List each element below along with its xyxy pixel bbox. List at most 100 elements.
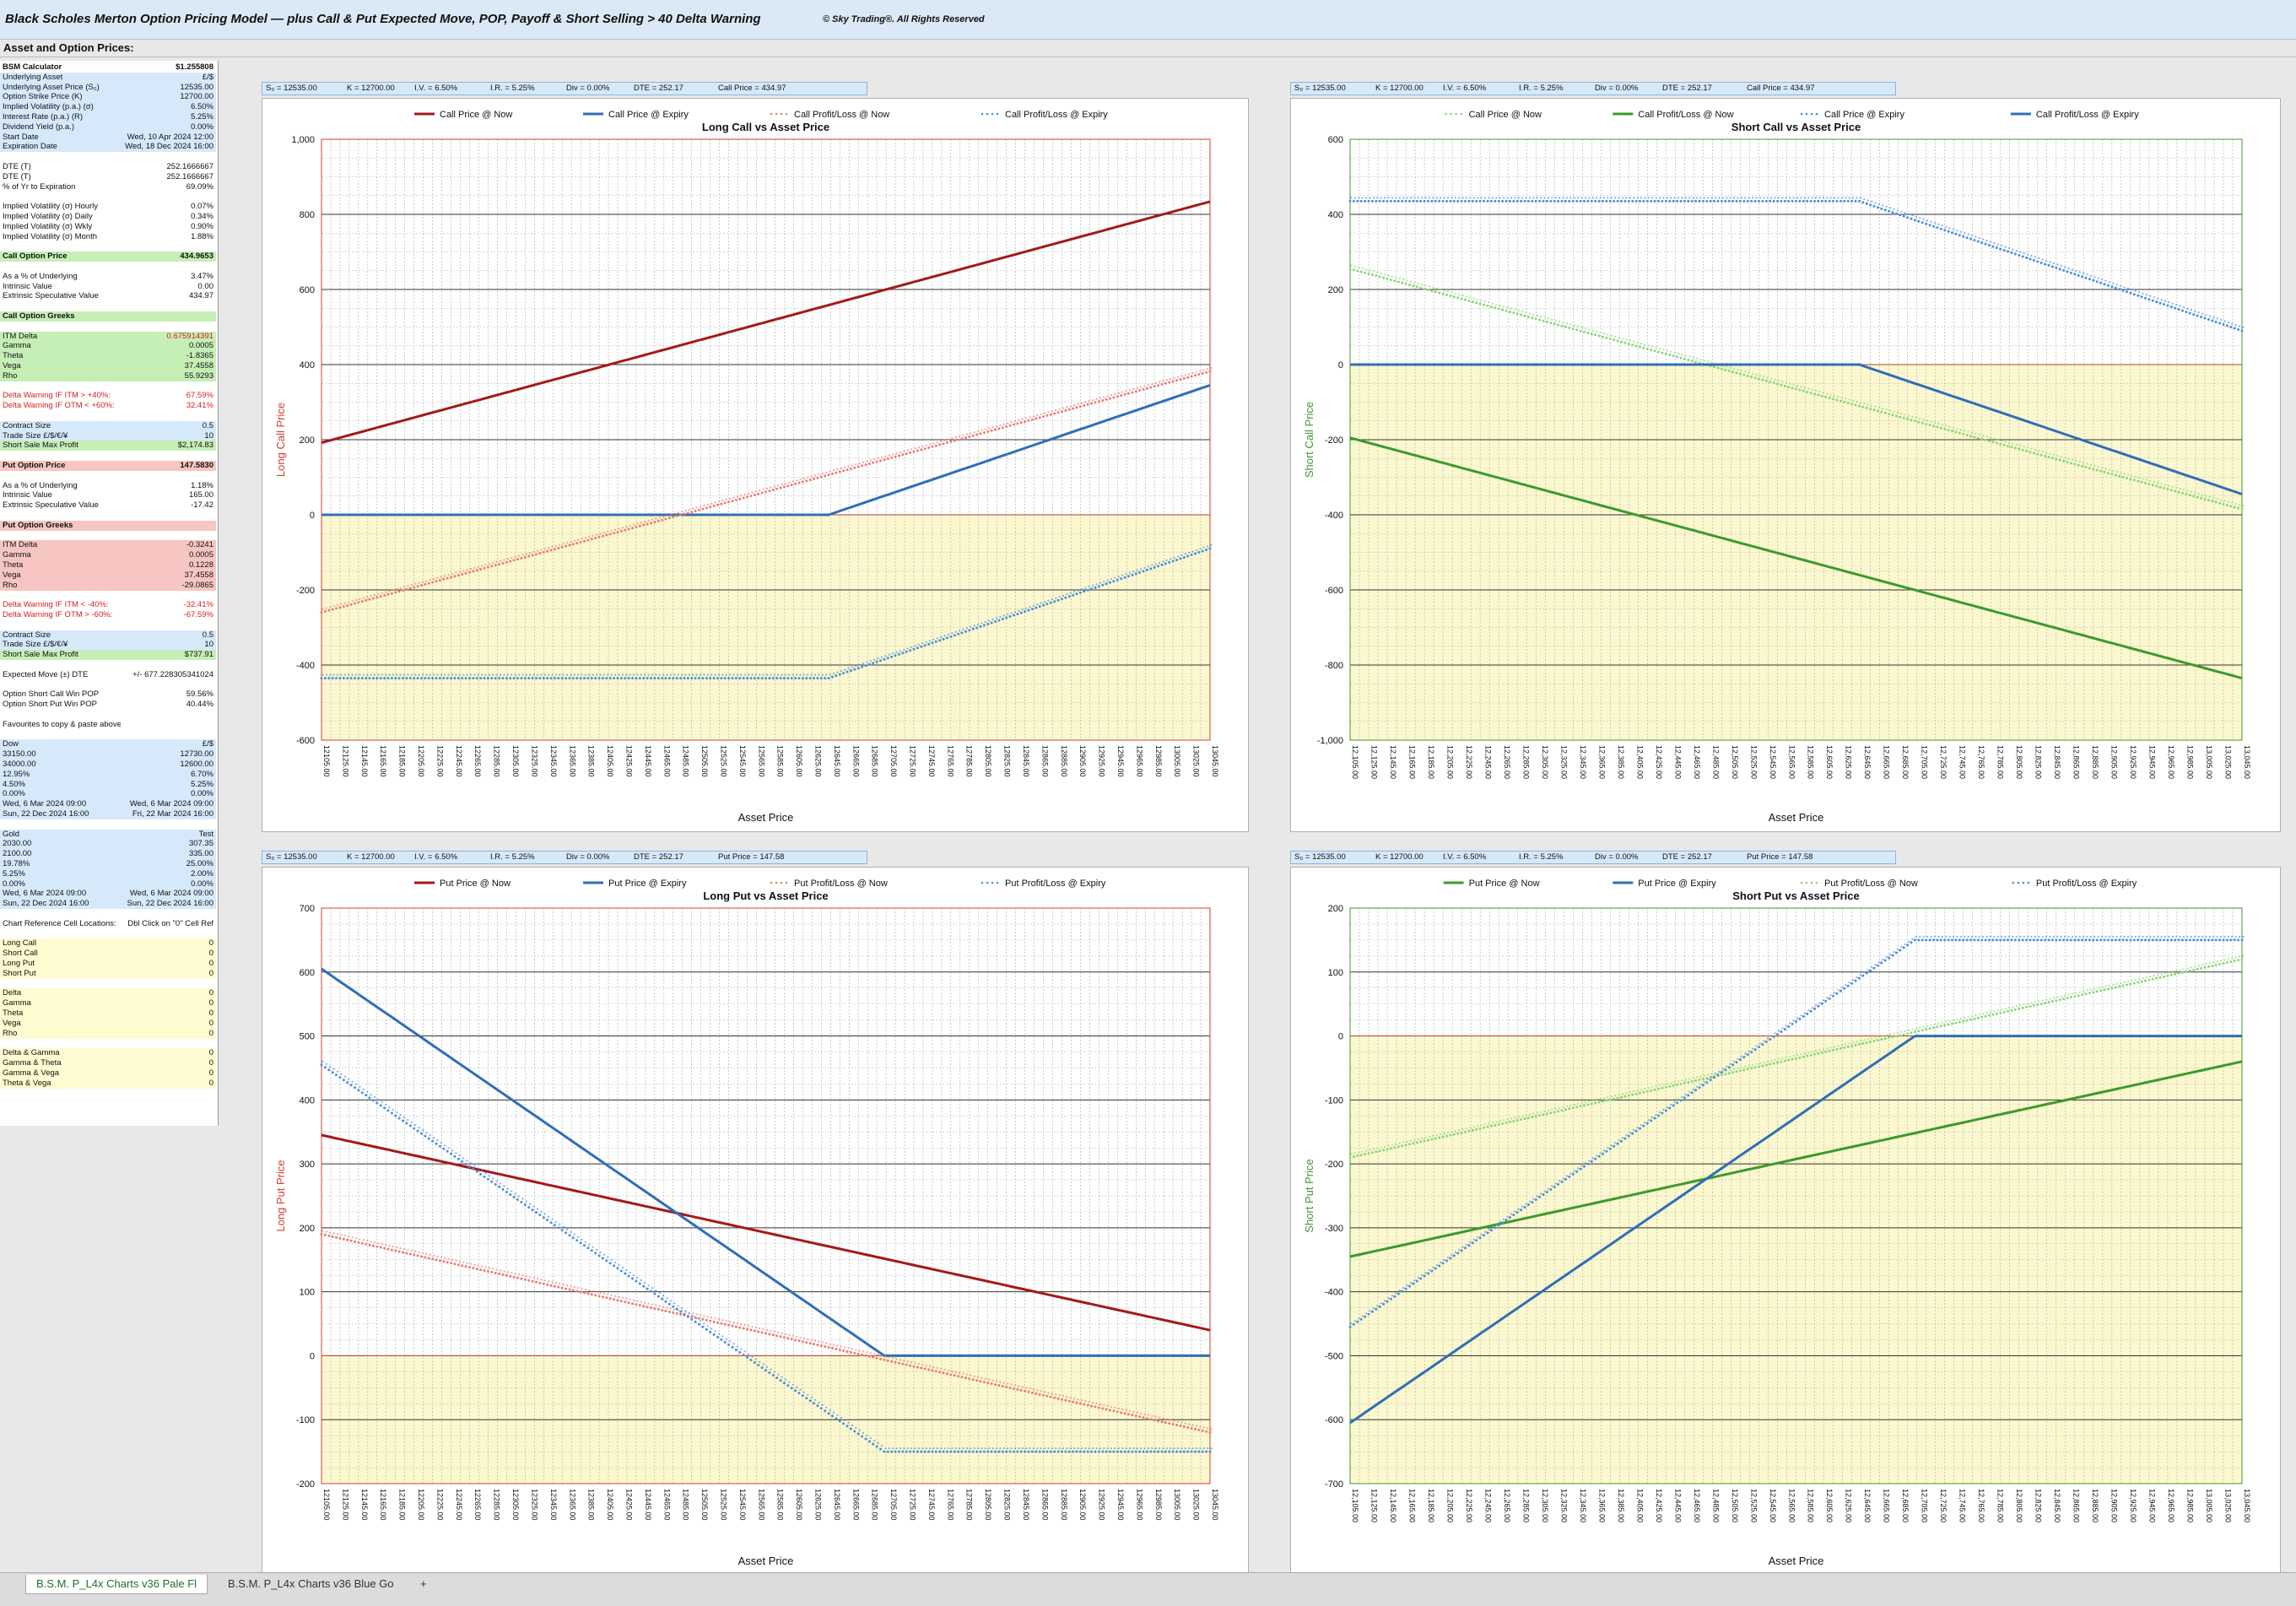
- panel-row[interactable]: 0.00%0.00%: [0, 789, 216, 799]
- panel-row[interactable]: Implied Volatility (p.a.) (σ)6.50%: [0, 102, 216, 112]
- svg-text:Put Price @ Expiry: Put Price @ Expiry: [608, 879, 687, 889]
- svg-text:Call Profit/Loss @ Now: Call Profit/Loss @ Now: [794, 110, 889, 120]
- panel-row-value: 0: [121, 949, 213, 959]
- x-tick-label: 12,945.00: [2148, 745, 2157, 779]
- svg-text:Call Price @ Now: Call Price @ Now: [440, 110, 512, 120]
- x-tick-label: 13,005.00: [2205, 1489, 2213, 1522]
- svg-text:Call Price @ Now: Call Price @ Now: [1469, 110, 1542, 120]
- x-tick-label: 12385.00: [587, 1489, 596, 1521]
- x-tick-label: 12,665.00: [1883, 1489, 1891, 1522]
- panel-row-value: 0.0005: [121, 341, 213, 351]
- x-tick-label: 12605.00: [795, 745, 803, 777]
- x-tick-label: 12,745.00: [1958, 1489, 1967, 1522]
- panel-row[interactable]: Underlying Asset£/$: [0, 73, 216, 83]
- panel-row-label: Call Option Price: [3, 251, 121, 262]
- legend-entry: Put Price @ Expiry: [583, 879, 687, 889]
- info-field: DTE = 252.17: [1662, 83, 1712, 95]
- panel-row-value: 0.90%: [121, 222, 213, 232]
- panel-row[interactable]: 0.00%0.00%: [0, 879, 216, 890]
- panel-row[interactable]: Interest Rate (p.a.) (R)5.25%: [0, 112, 216, 122]
- panel-row[interactable]: Option Strike Price (K)12700.00: [0, 92, 216, 102]
- panel-row-value: Test: [121, 830, 213, 840]
- x-tick-label: 12145.00: [360, 745, 369, 777]
- x-tick-label: 12,465.00: [1693, 745, 1701, 779]
- panel-row-value: Dbl Click on "0" Cell Ref: [121, 919, 213, 929]
- panel-row[interactable]: 4.50%5.25%: [0, 780, 216, 790]
- panel-row[interactable]: 5.25%2.00%: [0, 869, 216, 879]
- panel-row[interactable]: Dividend Yield (p.a.)0.00%: [0, 122, 216, 132]
- sheet-tab-blue[interactable]: B.S.M. P_L4x Charts v36 Blue Go: [218, 1575, 404, 1593]
- x-tick-label: 12245.00: [455, 1489, 463, 1521]
- x-axis-title: Asset Price: [1769, 1555, 1824, 1567]
- panel-row[interactable]: 12.95%6.70%: [0, 770, 216, 780]
- legend-entry: Call Profit/Loss @ Now: [770, 110, 890, 120]
- info-field: Put Price = 147.58: [1747, 852, 1812, 863]
- info-field: S₀ = 12535.00: [266, 852, 317, 863]
- y-tick-label: 200: [1328, 285, 1343, 295]
- panel-row-label: Sun, 22 Dec 2024 16:00: [3, 809, 121, 819]
- x-tick-label: 12245.00: [455, 745, 463, 777]
- panel-row-label: Expiration Date: [3, 142, 121, 152]
- panel-row[interactable]: Dow£/$: [0, 739, 216, 749]
- legend-entry: Put Profit/Loss @ Expiry: [2012, 879, 2137, 889]
- panel-row[interactable]: 19.78%25.00%: [0, 859, 216, 869]
- x-tick-label: 12365.00: [568, 745, 576, 777]
- panel-row-label: Intrinsic Value: [3, 490, 121, 500]
- add-sheet-button[interactable]: +: [410, 1575, 437, 1593]
- chart-title: Long Call vs Asset Price: [702, 121, 829, 133]
- panel-row-label: Expected Move (±) DTE: [3, 670, 121, 680]
- y-tick-label: -200: [296, 1479, 315, 1490]
- panel-row-label: Favourites to copy & paste above:: [3, 720, 121, 730]
- panel-row-label: Delta: [3, 988, 121, 998]
- x-tick-label: 12,825.00: [2034, 745, 2043, 779]
- panel-row: [0, 680, 216, 690]
- sheet-tab-pale[interactable]: B.S.M. P_L4x Charts v36 Pale Fl: [25, 1575, 208, 1594]
- y-tick-label: 400: [300, 360, 315, 370]
- info-field: Call Price = 434.97: [718, 83, 786, 95]
- x-tick-label: 12,925.00: [2129, 1489, 2137, 1522]
- panel-row-label: Gamma: [3, 998, 121, 1008]
- y-tick-label: 300: [300, 1160, 315, 1170]
- panel-row[interactable]: Underlying Asset Price (S₀)12535.00: [0, 83, 216, 93]
- x-tick-label: 12485.00: [682, 1489, 690, 1521]
- info-field: K = 12700.00: [347, 852, 395, 863]
- legend-entry: Put Price @ Now: [1444, 879, 1540, 889]
- panel-row[interactable]: Trade Size £/$/€/¥10: [0, 640, 216, 650]
- panel-row: Delta Warning IF ITM < -40%:-32.41%: [0, 600, 216, 610]
- legend-entry: Put Profit/Loss @ Now: [1801, 879, 1918, 889]
- x-tick-label: 12,385.00: [1617, 745, 1625, 779]
- panel-row[interactable]: Trade Size £/$/€/¥10: [0, 431, 216, 441]
- panel-row-value: Wed, 6 Mar 2024 09:00: [121, 799, 213, 809]
- x-tick-label: 12,965.00: [2167, 745, 2175, 779]
- panel-row: [0, 590, 216, 600]
- x-tick-label: 12925.00: [1098, 745, 1106, 777]
- x-tick-label: 13005.00: [1173, 745, 1181, 777]
- panel-row-value: £/$: [121, 739, 213, 749]
- panel-row: [0, 710, 216, 720]
- x-tick-label: 12,125.00: [1369, 745, 1378, 779]
